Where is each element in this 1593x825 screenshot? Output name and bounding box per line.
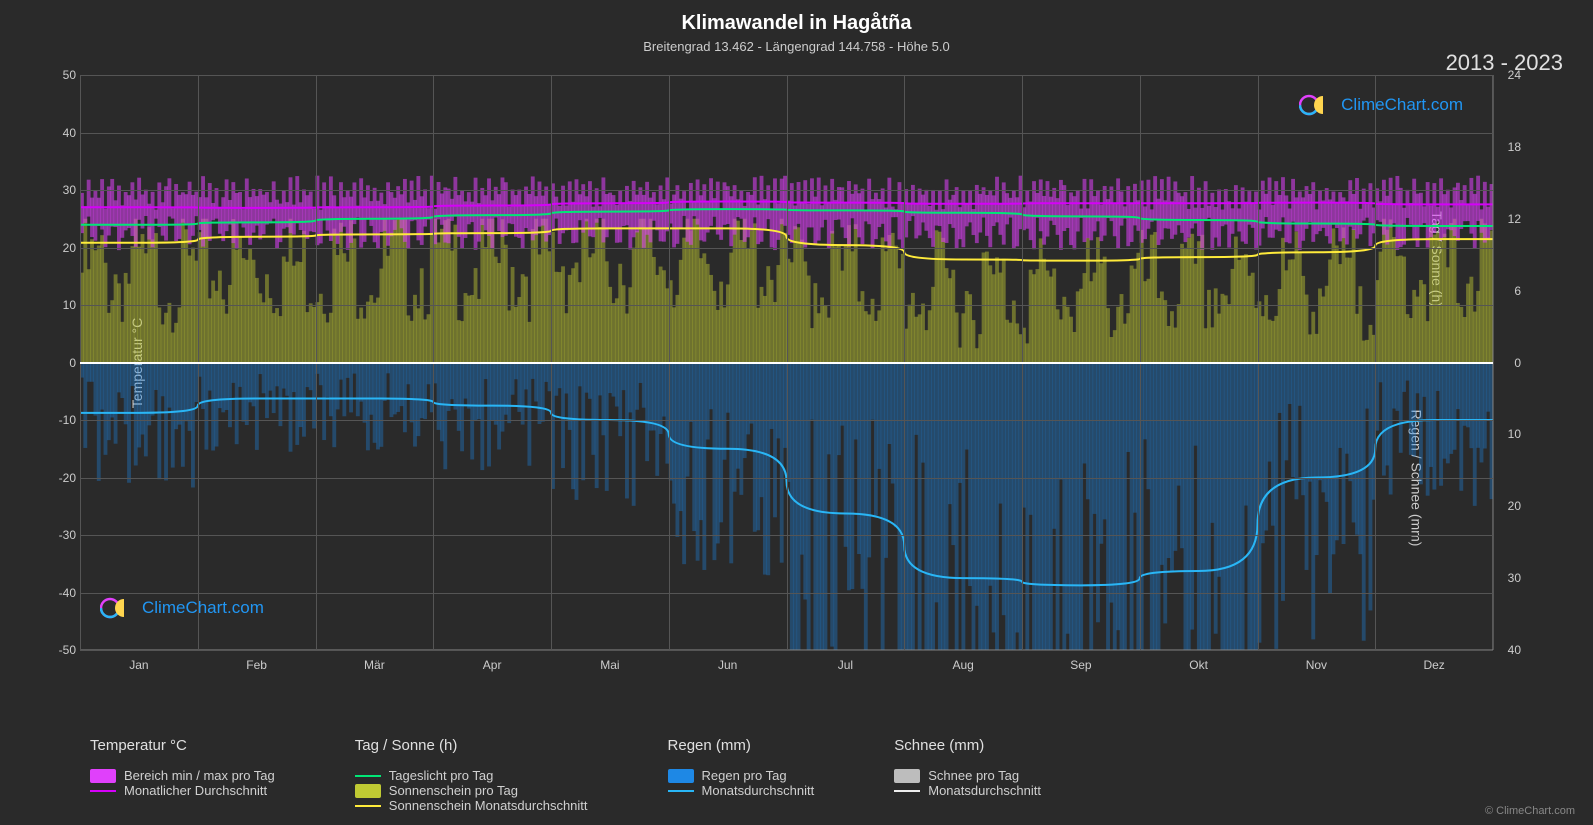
legend-swatch xyxy=(355,805,381,807)
legend-label: Schnee pro Tag xyxy=(928,768,1019,783)
chart-plot-area: Temperatur °C Tag / Sonne (h) Regen / Sc… xyxy=(80,75,1493,650)
legend-swatch xyxy=(355,775,381,777)
logo-icon xyxy=(100,596,136,620)
legend-sun: Tag / Sonne (h) Tageslicht pro TagSonnen… xyxy=(355,737,588,813)
legend-item: Sonnenschein pro Tag xyxy=(355,783,588,798)
legend-swatch xyxy=(668,790,694,792)
legend-label: Monatlicher Durchschnitt xyxy=(124,783,267,798)
legend-rain: Regen (mm) Regen pro TagMonatsdurchschni… xyxy=(668,737,815,813)
legend-item: Monatsdurchschnitt xyxy=(894,783,1041,798)
legend-label: Regen pro Tag xyxy=(702,768,787,783)
watermark-bottom: ClimeChart.com xyxy=(100,596,264,620)
legend-label: Monatsdurchschnitt xyxy=(928,783,1041,798)
watermark-text: ClimeChart.com xyxy=(142,598,264,618)
legend-item: Monatlicher Durchschnitt xyxy=(90,783,275,798)
legend-label: Bereich min / max pro Tag xyxy=(124,768,275,783)
legend-label: Sonnenschein pro Tag xyxy=(389,783,518,798)
chart-subtitle: Breitengrad 13.462 - Längengrad 144.758 … xyxy=(0,35,1593,54)
legend-item: Monatsdurchschnitt xyxy=(668,783,815,798)
watermark-top: ClimeChart.com xyxy=(1299,93,1463,117)
legend-header: Tag / Sonne (h) xyxy=(355,737,588,754)
legend-header: Regen (mm) xyxy=(668,737,815,754)
chart-container: Klimawandel in Hagåtña Breitengrad 13.46… xyxy=(0,0,1593,825)
legend-swatch xyxy=(894,769,920,783)
legend-item: Regen pro Tag xyxy=(668,768,815,783)
legend-item: Schnee pro Tag xyxy=(894,768,1041,783)
legend-temperature: Temperatur °C Bereich min / max pro TagM… xyxy=(90,737,275,813)
legend-swatch xyxy=(90,790,116,792)
legend-swatch xyxy=(894,790,920,792)
copyright: © ClimeChart.com xyxy=(1485,805,1575,817)
legend-swatch xyxy=(668,769,694,783)
legend: Temperatur °C Bereich min / max pro TagM… xyxy=(90,737,1533,813)
logo-icon xyxy=(1299,93,1335,117)
legend-item: Bereich min / max pro Tag xyxy=(90,768,275,783)
legend-swatch xyxy=(355,784,381,798)
legend-item: Sonnenschein Monatsdurchschnitt xyxy=(355,798,588,813)
legend-swatch xyxy=(90,769,116,783)
legend-label: Tageslicht pro Tag xyxy=(389,768,494,783)
legend-item: Tageslicht pro Tag xyxy=(355,768,588,783)
legend-label: Sonnenschein Monatsdurchschnitt xyxy=(389,798,588,813)
legend-header: Schnee (mm) xyxy=(894,737,1041,754)
legend-snow: Schnee (mm) Schnee pro TagMonatsdurchsch… xyxy=(894,737,1041,813)
watermark-text: ClimeChart.com xyxy=(1341,95,1463,115)
legend-header: Temperatur °C xyxy=(90,737,275,754)
legend-label: Monatsdurchschnitt xyxy=(702,783,815,798)
year-range: 2013 - 2023 xyxy=(1446,50,1563,76)
chart-title: Klimawandel in Hagåtña xyxy=(0,0,1593,35)
